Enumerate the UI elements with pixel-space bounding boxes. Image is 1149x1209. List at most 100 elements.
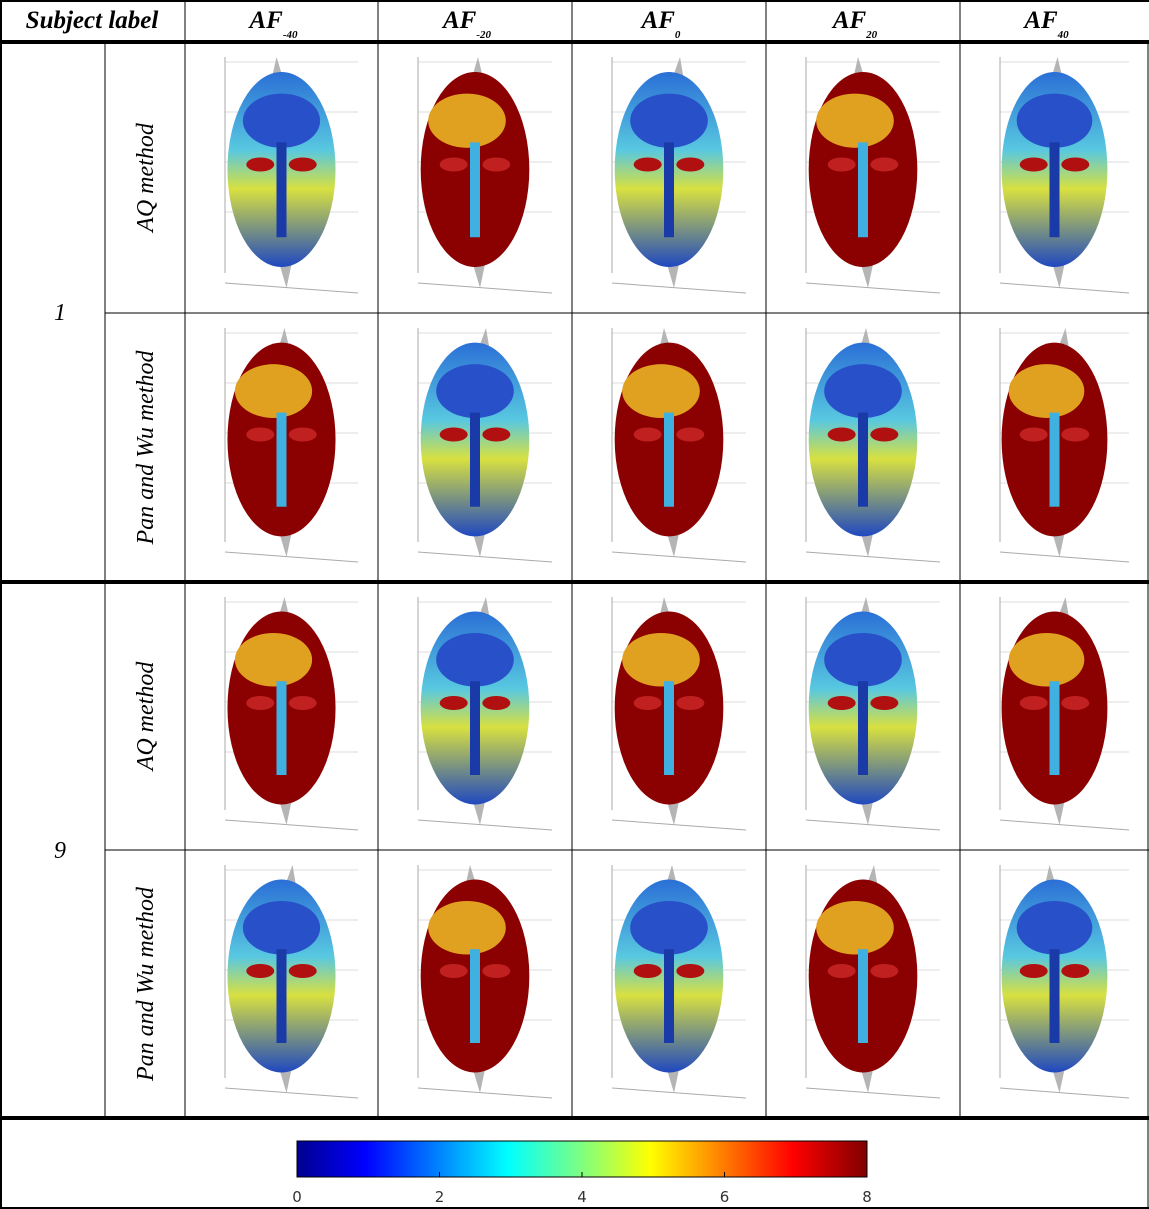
face-eye xyxy=(1061,696,1090,710)
face-eye xyxy=(482,157,511,172)
face-eye xyxy=(1061,964,1090,978)
axis-line xyxy=(611,819,747,831)
axis-line xyxy=(224,819,359,831)
axis-line xyxy=(417,551,553,563)
face-region xyxy=(816,93,894,148)
axis-line xyxy=(805,819,941,831)
colorbar-tick-label: 4 xyxy=(577,1188,587,1206)
axis-line xyxy=(611,551,747,563)
method-label: Pan and Wu method xyxy=(133,350,159,546)
face-nose xyxy=(276,142,287,238)
face-image xyxy=(417,597,553,831)
face-eye xyxy=(439,964,468,978)
header-angle-sub: 0 xyxy=(675,29,681,41)
face-image xyxy=(224,57,359,294)
face-eye xyxy=(870,696,899,710)
face-nose xyxy=(858,412,868,507)
method-label: AQ method xyxy=(133,122,159,234)
face-image xyxy=(805,57,941,294)
face-image xyxy=(224,865,359,1099)
face-eye xyxy=(1019,696,1048,710)
face-region xyxy=(824,632,902,687)
face-region xyxy=(428,93,506,148)
header-angle-sub: -40 xyxy=(283,29,298,41)
header-angle-sub: -20 xyxy=(476,29,491,41)
face-eye xyxy=(439,696,468,710)
face-nose xyxy=(664,681,674,775)
face-region xyxy=(622,632,700,687)
face-image xyxy=(611,57,747,294)
face-region xyxy=(1008,364,1085,418)
face-image xyxy=(611,328,747,563)
face-image xyxy=(805,597,941,831)
face-image xyxy=(224,328,359,563)
header-angle-sub: 20 xyxy=(865,29,878,41)
face-eye xyxy=(633,157,662,172)
face-region xyxy=(630,900,708,955)
face-region xyxy=(436,632,514,687)
colorbar xyxy=(296,1140,868,1178)
face-region xyxy=(1016,900,1093,955)
face-eye xyxy=(1061,427,1090,442)
face-image xyxy=(805,865,941,1099)
header-angle: AF40 xyxy=(1022,7,1069,41)
axis-line xyxy=(417,819,553,831)
face-nose xyxy=(276,412,287,507)
header-angle: AF0 xyxy=(640,7,681,41)
face-region xyxy=(630,93,708,148)
face-nose xyxy=(858,681,868,775)
face-region xyxy=(622,364,700,418)
face-eye xyxy=(246,696,275,710)
face-eye xyxy=(246,964,275,978)
face-nose xyxy=(664,949,674,1043)
face-nose xyxy=(1049,681,1060,775)
header-angle-sub: 40 xyxy=(1057,29,1070,41)
face-eye xyxy=(827,157,856,172)
face-eye xyxy=(482,427,511,442)
face-image xyxy=(417,57,553,294)
method-label: AQ method xyxy=(133,661,159,773)
face-nose xyxy=(858,949,868,1043)
face-image xyxy=(999,328,1130,563)
header-angle-base: AF xyxy=(640,7,676,34)
face-image xyxy=(999,865,1130,1099)
method-label: Pan and Wu method xyxy=(133,886,159,1082)
face-eye xyxy=(676,964,705,978)
face-eye xyxy=(288,427,317,442)
face-region xyxy=(242,93,321,148)
axis-line xyxy=(805,551,941,563)
face-eye xyxy=(1019,427,1048,442)
face-eye xyxy=(676,696,705,710)
face-nose xyxy=(470,412,480,507)
header-angle-base: AF xyxy=(247,7,283,34)
face-region xyxy=(428,900,506,955)
axis-line xyxy=(224,1087,359,1099)
header-angle-base: AF xyxy=(831,7,867,34)
face-region xyxy=(816,900,894,955)
subject-label: 1 xyxy=(54,300,66,326)
face-eye xyxy=(1019,964,1048,978)
face-eye xyxy=(870,157,899,172)
face-eye xyxy=(246,427,275,442)
face-region xyxy=(1008,632,1085,687)
face-region xyxy=(1016,93,1093,148)
axis-line xyxy=(999,551,1130,563)
face-eye xyxy=(870,427,899,442)
face-eye xyxy=(439,157,468,172)
axis-line xyxy=(417,282,553,294)
face-eye xyxy=(482,964,511,978)
face-image xyxy=(805,328,941,563)
face-image xyxy=(417,865,553,1099)
face-nose xyxy=(1049,142,1060,238)
face-region xyxy=(824,364,902,418)
header-angle: AF20 xyxy=(831,7,878,41)
face-eye xyxy=(676,427,705,442)
face-nose xyxy=(470,949,480,1043)
face-eye xyxy=(827,964,856,978)
face-eye xyxy=(246,157,275,172)
face-eye xyxy=(288,964,317,978)
axis-line xyxy=(805,282,941,294)
header-subject-label: Subject label xyxy=(26,7,159,34)
